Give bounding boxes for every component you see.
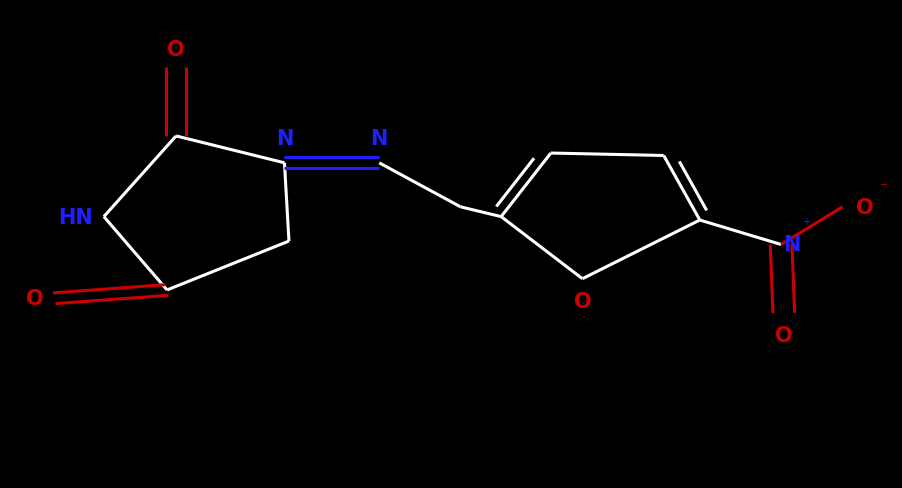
Text: $^{-}$: $^{-}$ — [878, 181, 887, 195]
Text: O: O — [25, 289, 43, 308]
Text: N: N — [275, 129, 293, 149]
Text: O: O — [855, 198, 873, 217]
Text: HN: HN — [59, 207, 93, 227]
Text: O: O — [573, 291, 591, 311]
Text: O: O — [774, 325, 792, 346]
Text: N: N — [782, 235, 799, 255]
Text: $^{+}$: $^{+}$ — [801, 216, 810, 230]
Text: N: N — [370, 129, 388, 149]
Text: O: O — [167, 40, 185, 60]
